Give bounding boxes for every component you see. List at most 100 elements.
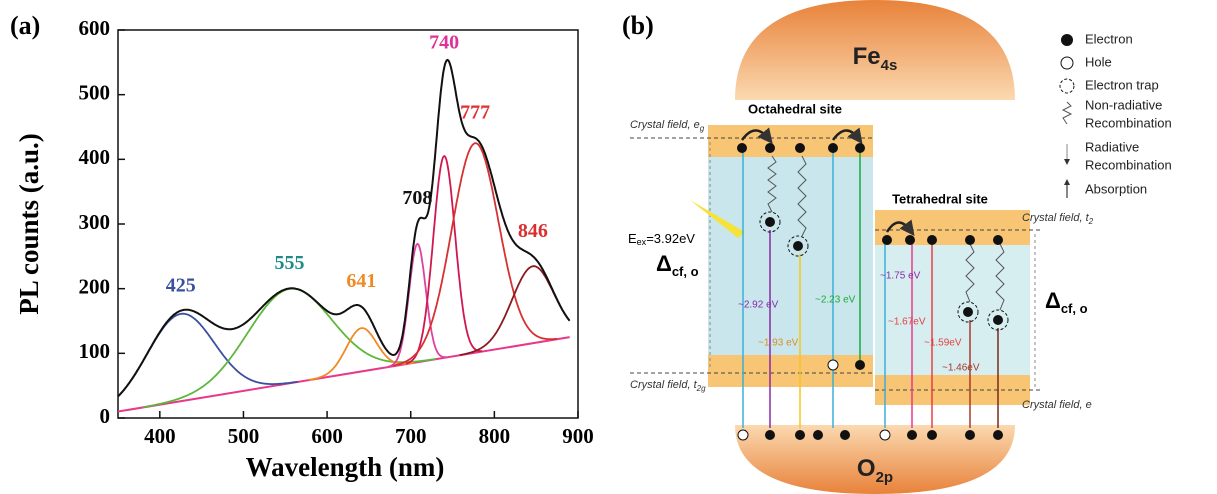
delta-sub: cf, o — [672, 264, 699, 279]
nonradiative — [797, 155, 807, 237]
o-text: O — [857, 455, 876, 482]
decoration — [965, 430, 975, 440]
peak-label: 708 — [402, 187, 432, 209]
energy: ~1.75 eV — [880, 271, 921, 282]
spectrum — [118, 58, 571, 398]
decoration — [813, 430, 823, 440]
cf-sub: 2 — [1088, 217, 1094, 226]
plot-frame — [117, 29, 579, 419]
o-label: O2p — [857, 455, 893, 486]
decoration — [1059, 78, 1075, 94]
y-tick-label: 0 — [100, 404, 111, 428]
legend-text: Electron — [1085, 31, 1133, 46]
decoration — [827, 359, 839, 371]
decoration — [795, 430, 805, 440]
energy: ~1.59eV — [924, 338, 962, 349]
legend-text: Absorption — [1085, 181, 1147, 196]
decoration — [1061, 34, 1073, 46]
delta-symbol: Δ — [656, 251, 672, 276]
fe-text: Fe — [853, 43, 881, 70]
decoration — [840, 430, 850, 440]
excitation-label: Eex=3.92eV — [628, 231, 695, 247]
decoration — [765, 217, 775, 227]
baseline — [118, 336, 570, 413]
decoration — [1061, 101, 1073, 125]
peak-curve — [405, 155, 483, 365]
energies: ~2.92 eV ~2.23 eV ~1.93 eV ~1.75 eV ~1.6… — [738, 271, 980, 374]
cf-text: Crystal field, e — [630, 119, 700, 131]
panel-label: (a) — [10, 11, 40, 40]
decoration — [965, 235, 975, 245]
delta-label: Δcf, o — [1045, 288, 1088, 317]
cf-text: Crystal field, t — [630, 379, 698, 391]
x-tick-label: 600 — [311, 424, 343, 448]
peak-label: 846 — [518, 220, 548, 242]
decoration — [765, 143, 775, 153]
decoration — [765, 430, 775, 440]
x-tick-label: 400 — [144, 424, 176, 448]
energy: ~1.46eV — [942, 363, 980, 374]
decoration — [828, 143, 838, 153]
decoration — [793, 241, 803, 251]
x-tick-label: 900 — [562, 424, 594, 448]
oct-title: Octahedral site — [748, 101, 842, 116]
oct-gap — [708, 157, 873, 355]
fe-band — [735, 0, 1015, 100]
decoration — [1060, 56, 1074, 70]
delta-label: Δcf, o — [656, 251, 699, 280]
decoration — [957, 301, 979, 323]
decoration — [855, 143, 865, 153]
energy: ~2.92 eV — [738, 300, 779, 311]
decoration — [795, 143, 805, 153]
panel-label: (b) — [622, 11, 654, 40]
excitation-beam — [690, 200, 745, 238]
peak-curve — [308, 327, 415, 381]
legend: Electron Hole Electron trap Non-radiativ… — [1059, 31, 1172, 198]
peak-label: 641 — [346, 270, 376, 292]
crystal-field: Crystal field, e — [1022, 399, 1092, 411]
tet-t2-band — [875, 210, 1030, 245]
x-axis-label: Wavelength (nm) — [246, 452, 445, 482]
fe-sub: 4s — [881, 57, 898, 74]
nonradiative — [965, 243, 975, 303]
electrons — [737, 143, 1003, 440]
peak-curve — [392, 142, 558, 367]
peak-curve — [387, 242, 447, 368]
chart-a: (a) Wavelength (nm) PL counts (a.u.) 400… — [10, 11, 594, 482]
peak-label: 555 — [274, 252, 304, 274]
delta-symbol: Δ — [1045, 288, 1061, 313]
decoration — [737, 429, 749, 441]
legend-text: Recombination — [1085, 115, 1172, 130]
decoration — [759, 211, 781, 233]
decoration — [993, 235, 1003, 245]
o-band — [735, 425, 1015, 494]
crystal-field: Crystal field, t2 — [1022, 212, 1094, 226]
decoration — [993, 430, 1003, 440]
y-tick-label: 300 — [79, 210, 111, 234]
cf-sub: g — [700, 124, 705, 133]
decoration — [855, 360, 865, 370]
x-tick-label: 500 — [228, 424, 260, 448]
x-tick-label: 800 — [479, 424, 511, 448]
legend-text: Recombination — [1085, 157, 1172, 172]
legend-text: Radiative — [1085, 139, 1139, 154]
peak-curve — [118, 312, 299, 398]
y-tick-label: 600 — [79, 16, 111, 40]
legend-text: Non-radiative — [1085, 97, 1162, 112]
hop-arrow — [885, 219, 915, 236]
y-axis-label: PL counts (a.u.) — [14, 133, 44, 315]
holes-traps — [737, 211, 1009, 441]
decoration — [905, 235, 915, 245]
decoration — [907, 430, 917, 440]
crystal-field: Crystal field, eg — [630, 119, 705, 133]
o-sub: 2p — [876, 469, 894, 486]
oct-t2g-band — [708, 355, 873, 387]
decoration — [882, 235, 892, 245]
energy: ~2.23 eV — [815, 295, 856, 306]
decoration — [963, 307, 973, 317]
ex-text: =3.92eV — [646, 231, 695, 246]
crystal-field: Crystal field, t2g — [630, 379, 706, 393]
y-tick-label: 100 — [79, 339, 111, 363]
legend-text: Hole — [1085, 54, 1112, 69]
